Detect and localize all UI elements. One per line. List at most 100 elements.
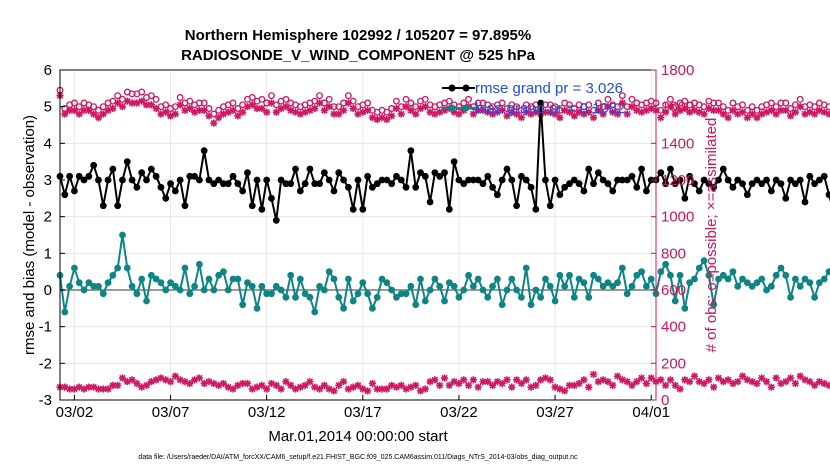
star-stroke [470, 110, 477, 118]
bias-point [268, 290, 275, 298]
bias-point [479, 286, 487, 294]
bias-point [335, 293, 343, 301]
left-tick-label: -3 [39, 392, 52, 409]
rmse-point [354, 176, 362, 184]
obs_possible-marker [570, 105, 578, 112]
bias-point [364, 290, 372, 298]
obs_small-marker [700, 379, 708, 388]
obs_assimilated-marker [700, 110, 708, 118]
obs-count-series [56, 86, 830, 395]
rmse-point [825, 191, 830, 199]
star-stroke [311, 105, 319, 112]
obs_assimilated-marker [138, 97, 146, 105]
bias-point [147, 271, 155, 279]
obs_assimilated-marker [215, 114, 223, 122]
star-stroke [720, 110, 727, 118]
star-stroke [196, 107, 203, 114]
star-stroke [397, 110, 405, 118]
rmse-point [71, 187, 78, 195]
right-tick-label: 0 [661, 392, 669, 409]
obs_assimilated-marker [234, 112, 242, 120]
obs_assimilated-marker [99, 110, 107, 118]
star-stroke [753, 380, 761, 387]
rmse-point [316, 180, 323, 188]
bias-point [460, 286, 468, 294]
left-tick-label: 6 [44, 62, 52, 79]
star-stroke [623, 110, 631, 118]
rmse-point [642, 187, 650, 195]
rmse-point [268, 194, 275, 202]
rmse-point [518, 172, 525, 180]
bias-point [272, 282, 280, 290]
bias-point [152, 275, 160, 283]
bias-point [609, 282, 617, 290]
rmse-point [609, 187, 617, 195]
star-stroke [546, 108, 554, 116]
star-stroke [172, 372, 179, 380]
bias-point [450, 282, 458, 290]
rmse-point [724, 176, 732, 184]
x-tick-label: 03/07 [152, 404, 190, 421]
bias-point [393, 293, 400, 301]
star-stroke [518, 380, 525, 387]
series-layer [56, 86, 830, 395]
bias-point [763, 286, 770, 294]
bias-point [119, 231, 126, 239]
rmse-point [599, 176, 607, 184]
rmse-point [119, 176, 126, 184]
rmse-point [522, 176, 530, 184]
rmse-point [796, 176, 804, 184]
bias-point [513, 286, 521, 294]
obs_small-marker [522, 376, 530, 384]
star-stroke [590, 114, 597, 121]
rmse-point [479, 180, 487, 188]
bias-point [114, 264, 122, 272]
bias-point [143, 297, 150, 305]
obs_possible-marker [825, 103, 830, 111]
obs_possible-marker [782, 99, 790, 107]
rmse-point [133, 183, 141, 191]
star-stroke [109, 105, 117, 112]
bias-point [71, 264, 78, 272]
obs_small-marker [575, 379, 583, 388]
star-stroke [119, 103, 126, 110]
rmse-point [147, 165, 155, 173]
bias-point [801, 275, 809, 283]
obs_small-marker [517, 379, 526, 388]
star-stroke [325, 385, 333, 393]
bias-point [642, 282, 650, 290]
obs_small-marker [642, 379, 650, 388]
bias-point [162, 286, 170, 294]
obs_small-marker [445, 381, 453, 389]
star-stroke [133, 380, 141, 387]
rmse-point [590, 180, 597, 188]
right-tick-label: 200 [661, 355, 686, 372]
star-stroke [167, 378, 174, 385]
star-stroke [792, 108, 799, 116]
rmse-point [638, 165, 645, 173]
star-stroke [801, 376, 809, 384]
bias-point [344, 275, 352, 283]
obs_small-marker [364, 387, 372, 395]
rmse-point [412, 183, 420, 191]
star-stroke [95, 385, 102, 393]
bias-point [739, 275, 746, 283]
rmse-point [311, 180, 319, 188]
bias-point [402, 290, 410, 298]
star-stroke [575, 108, 583, 116]
star-stroke [551, 383, 559, 391]
obs_small-marker [786, 374, 795, 382]
rmse-point [801, 198, 809, 206]
obs_small-marker [623, 378, 631, 386]
rmse-point [570, 176, 578, 184]
bias-point [585, 293, 593, 301]
x-tick-label: 03/17 [344, 404, 382, 421]
rmse-point [816, 176, 823, 184]
rmse-series [56, 99, 830, 224]
star-stroke [816, 378, 823, 385]
bias-point [244, 279, 251, 287]
right-tick-label: 1600 [661, 99, 694, 116]
bias-point [340, 304, 347, 312]
rmse-point [95, 176, 102, 184]
bias-point [734, 282, 742, 290]
